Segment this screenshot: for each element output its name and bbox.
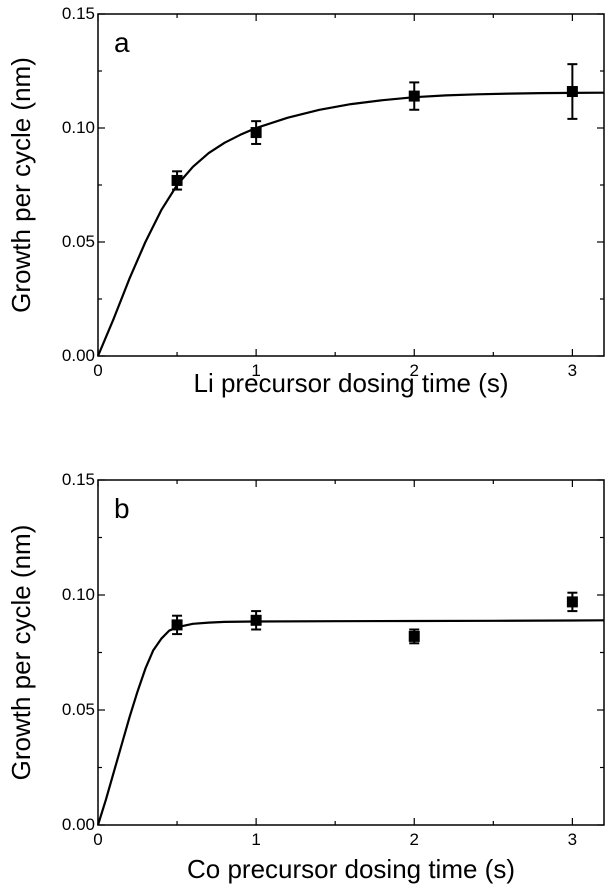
panel-b-x-tick-label: 3 <box>568 830 577 849</box>
panel-b-x-tick-label: 2 <box>410 830 419 849</box>
panel-b-letter: b <box>114 493 130 524</box>
panel-b-y-tick-label: 0.10 <box>62 585 95 604</box>
panel-a-data-point <box>566 86 578 98</box>
panel-b-data-point <box>408 630 420 642</box>
panel-a-y-tick-label: 0.10 <box>62 118 95 137</box>
panel-a-letter: a <box>114 27 130 58</box>
panel-a-y-axis-title: Growth per cycle (nm) <box>6 57 36 313</box>
panel-b-data-point <box>250 614 262 626</box>
panel-b-fit-curve <box>96 619 605 826</box>
panel-a-y-tick-label: 0.00 <box>62 346 95 365</box>
panel-a-x-tick-label: 0 <box>93 361 102 380</box>
panel-a-x-axis-title: Li precursor dosing time (s) <box>194 368 509 398</box>
panel-a-data-point <box>250 127 262 139</box>
panel-a-x-tick-label: 2 <box>410 361 419 380</box>
panel-a-data-point <box>171 174 183 186</box>
panel-b-frame <box>97 479 605 826</box>
panel-b-x-tick-label: 0 <box>93 830 102 849</box>
panel-b-x-axis-title: Co precursor dosing time (s) <box>187 854 515 884</box>
panel-b-data-point <box>566 596 578 608</box>
panel-b-y-axis-title: Growth per cycle (nm) <box>6 525 36 781</box>
panel-b-y-tick-label: 0.05 <box>62 700 95 719</box>
panel-a-data-point <box>408 90 420 102</box>
panel-a-x-tick-label: 3 <box>568 361 577 380</box>
panel-b-chart: 0 1 2 3 0.00 0.05 0.10 0.15 Co precursor dosing … <box>6 470 605 884</box>
panel-a-chart: 0 1 2 3 0.00 0.05 0.10 0.15 Li precursor dosing … <box>6 4 605 398</box>
panel-a-fit-curve <box>96 91 605 357</box>
panel-a-x-tick-label: 1 <box>251 361 260 380</box>
panel-b-x-tick-label: 1 <box>251 830 260 849</box>
panel-a-y-tick-label: 0.05 <box>62 232 95 251</box>
panel-b-y-tick-label: 0.15 <box>62 470 95 489</box>
panel-a-y-tick-label: 0.15 <box>62 4 95 23</box>
panel-b-y-tick-label: 0.00 <box>62 815 95 834</box>
panel-b-data-point <box>171 619 183 631</box>
